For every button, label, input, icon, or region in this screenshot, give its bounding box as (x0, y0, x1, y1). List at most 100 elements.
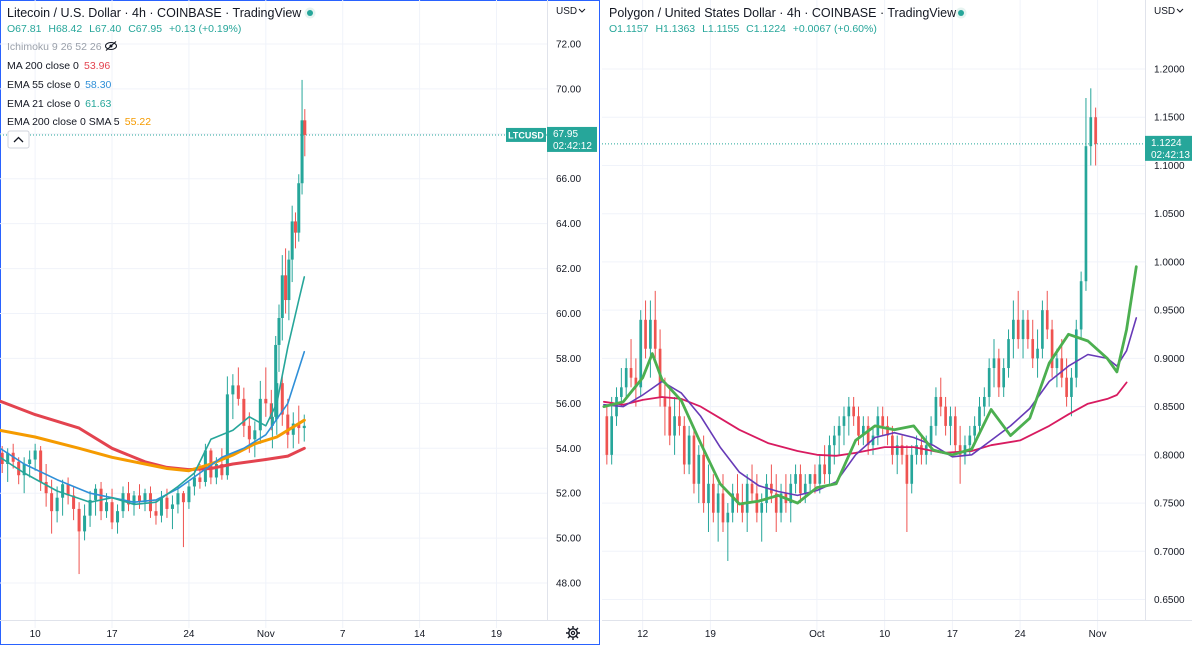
right-candle-body (682, 425, 686, 465)
eye-strike (105, 41, 117, 51)
left-candle-body (77, 508, 81, 532)
left-line-ema-21 (0, 276, 306, 506)
ltc-time-axis[interactable]: 10 17 24 Nov 7 14 19 (30, 629, 503, 640)
right-candle-body (895, 445, 899, 455)
matic-plot-area[interactable] (602, 88, 1138, 561)
left-candle-body (159, 497, 163, 516)
right-candle-body (760, 503, 764, 513)
right-candle-body (702, 454, 705, 504)
ltc-title: Litecoin / U.S. Dollar · 4h · COINBASE ·… (7, 6, 302, 20)
right-candle-body (774, 493, 778, 513)
right-candle-body (1045, 310, 1049, 330)
left-candle-body (297, 423, 301, 429)
left-time-tick-label: 14 (414, 629, 426, 640)
left-price-tick-label: 60.00 (556, 309, 581, 320)
settings-gear-icon[interactable] (566, 626, 580, 640)
right-candle-body (726, 512, 730, 523)
right-candle-body (634, 377, 638, 388)
right-price-tick-label: 1.0000 (1154, 257, 1185, 268)
left-candle-body (105, 502, 109, 512)
ltc-market-open-dot (307, 10, 313, 16)
left-time-tick-label: 7 (340, 629, 346, 640)
right-candle-body (639, 319, 643, 388)
ltc-chart-panel: 48.00 50.00 52.00 54.00 56.00 58.00 60.00 62.00… (0, 0, 600, 645)
right-candle-body (987, 368, 991, 397)
matic-title: Polygon / United States Dollar · 4h · CO… (609, 6, 957, 20)
right-price-tick-label: 0.7000 (1154, 547, 1185, 558)
left-price-tick-label: 52.00 (556, 489, 581, 500)
ltc-indicator-label[interactable]: Ichimoku 9 26 52 26 (7, 41, 102, 53)
right-candle-body (813, 474, 817, 484)
left-candle-body (170, 504, 174, 509)
left-candle-body (132, 495, 136, 505)
left-candle-body (290, 221, 294, 260)
ltc-indicator-label[interactable]: EMA 55 close 0 (7, 79, 80, 91)
left-candle-body (44, 481, 48, 494)
right-candle-body (982, 396, 986, 407)
right-candle-body (958, 445, 962, 455)
left-candle-body (187, 486, 191, 503)
left-candle-body (121, 493, 125, 512)
left-candle-body (286, 414, 290, 435)
left-candle-body (225, 394, 229, 476)
right-candle-body (692, 435, 696, 484)
ltc-currency-label[interactable]: USD (556, 6, 577, 17)
left-price-tick-label: 50.00 (556, 534, 581, 545)
right-candle-body (818, 464, 822, 484)
matic-low: L1.1155 (702, 23, 739, 35)
left-candle-body (284, 275, 288, 301)
right-candle-body (770, 483, 773, 494)
right-candle-body (837, 425, 841, 436)
matic-currency-label[interactable]: USD (1154, 6, 1175, 17)
right-candle-body (741, 503, 744, 513)
left-time-tick-label: 24 (183, 629, 195, 640)
left-candle-body (143, 493, 147, 503)
right-candle-body (862, 425, 865, 436)
left-candle-body (293, 221, 297, 233)
right-candle-body (794, 474, 797, 484)
right-line-green (602, 265, 1138, 506)
right-candle-body (649, 319, 652, 349)
right-candle-body (1007, 339, 1010, 369)
right-candle-body (673, 416, 676, 436)
right-price-tick-label: 1.1500 (1154, 113, 1185, 124)
ltc-legend: Litecoin / U.S. Dollar · 4h · COINBASE ·… (7, 6, 316, 149)
matic-time-axis[interactable]: 12 19 Oct 10 17 24 Nov (637, 629, 1106, 640)
right-price-tick-label: 0.8500 (1154, 402, 1185, 413)
ltc-collapse-legend-button[interactable] (7, 130, 30, 149)
left-candle-body (176, 493, 180, 505)
right-candle-body (668, 406, 672, 436)
ltc-indicator-label[interactable]: MA 200 close 0 (7, 60, 79, 72)
left-price-tick-label: 70.00 (556, 84, 581, 95)
left-candle-body (6, 452, 10, 464)
ltc-indicator-label[interactable]: EMA 200 close 0 SMA 5 (7, 116, 120, 128)
ltc-ohlc-row: O67.81 H68.42 L67.40 C67.95 +0.13 (+0.19… (7, 23, 241, 35)
right-candle-body (663, 396, 667, 407)
left-candle-body (198, 477, 202, 482)
right-candle-body (992, 358, 996, 369)
left-candle-body (291, 423, 295, 435)
eye-shape (105, 42, 117, 50)
right-candle-body (1060, 358, 1064, 378)
ltc-plot-area[interactable] (0, 79, 307, 575)
left-candle-body (55, 497, 59, 512)
eye-off-icon[interactable] (105, 41, 117, 51)
ltc-price-axis[interactable]: 48.00 50.00 52.00 54.00 56.00 58.00 60.00 62.00… (506, 39, 597, 590)
chevron-down-icon (1176, 8, 1184, 13)
matic-price-axis[interactable]: 0.6500 0.7000 0.7500 0.8000 0.8500 0.9000 0.95… (1145, 65, 1192, 607)
right-candle-body (973, 425, 976, 436)
matic-chart-panel: 0.6500 0.7000 0.7500 0.8000 0.8500 0.9000 0.95… (602, 0, 1192, 640)
ltc-indicator-label[interactable]: EMA 21 close 0 (7, 98, 80, 110)
left-candle-body (110, 502, 114, 523)
left-candle-body (220, 464, 224, 476)
right-candle-body (1002, 368, 1006, 388)
left-candle-body (72, 495, 76, 509)
left-candle-body (50, 493, 54, 512)
right-candle-body (944, 406, 947, 426)
matic-change: +0.0067 (+0.60%) (793, 23, 877, 35)
left-candle-body (280, 383, 284, 415)
right-candle-body (678, 416, 681, 426)
right-candle-body (1055, 358, 1059, 369)
right-price-tick-label: 0.8000 (1154, 450, 1185, 461)
